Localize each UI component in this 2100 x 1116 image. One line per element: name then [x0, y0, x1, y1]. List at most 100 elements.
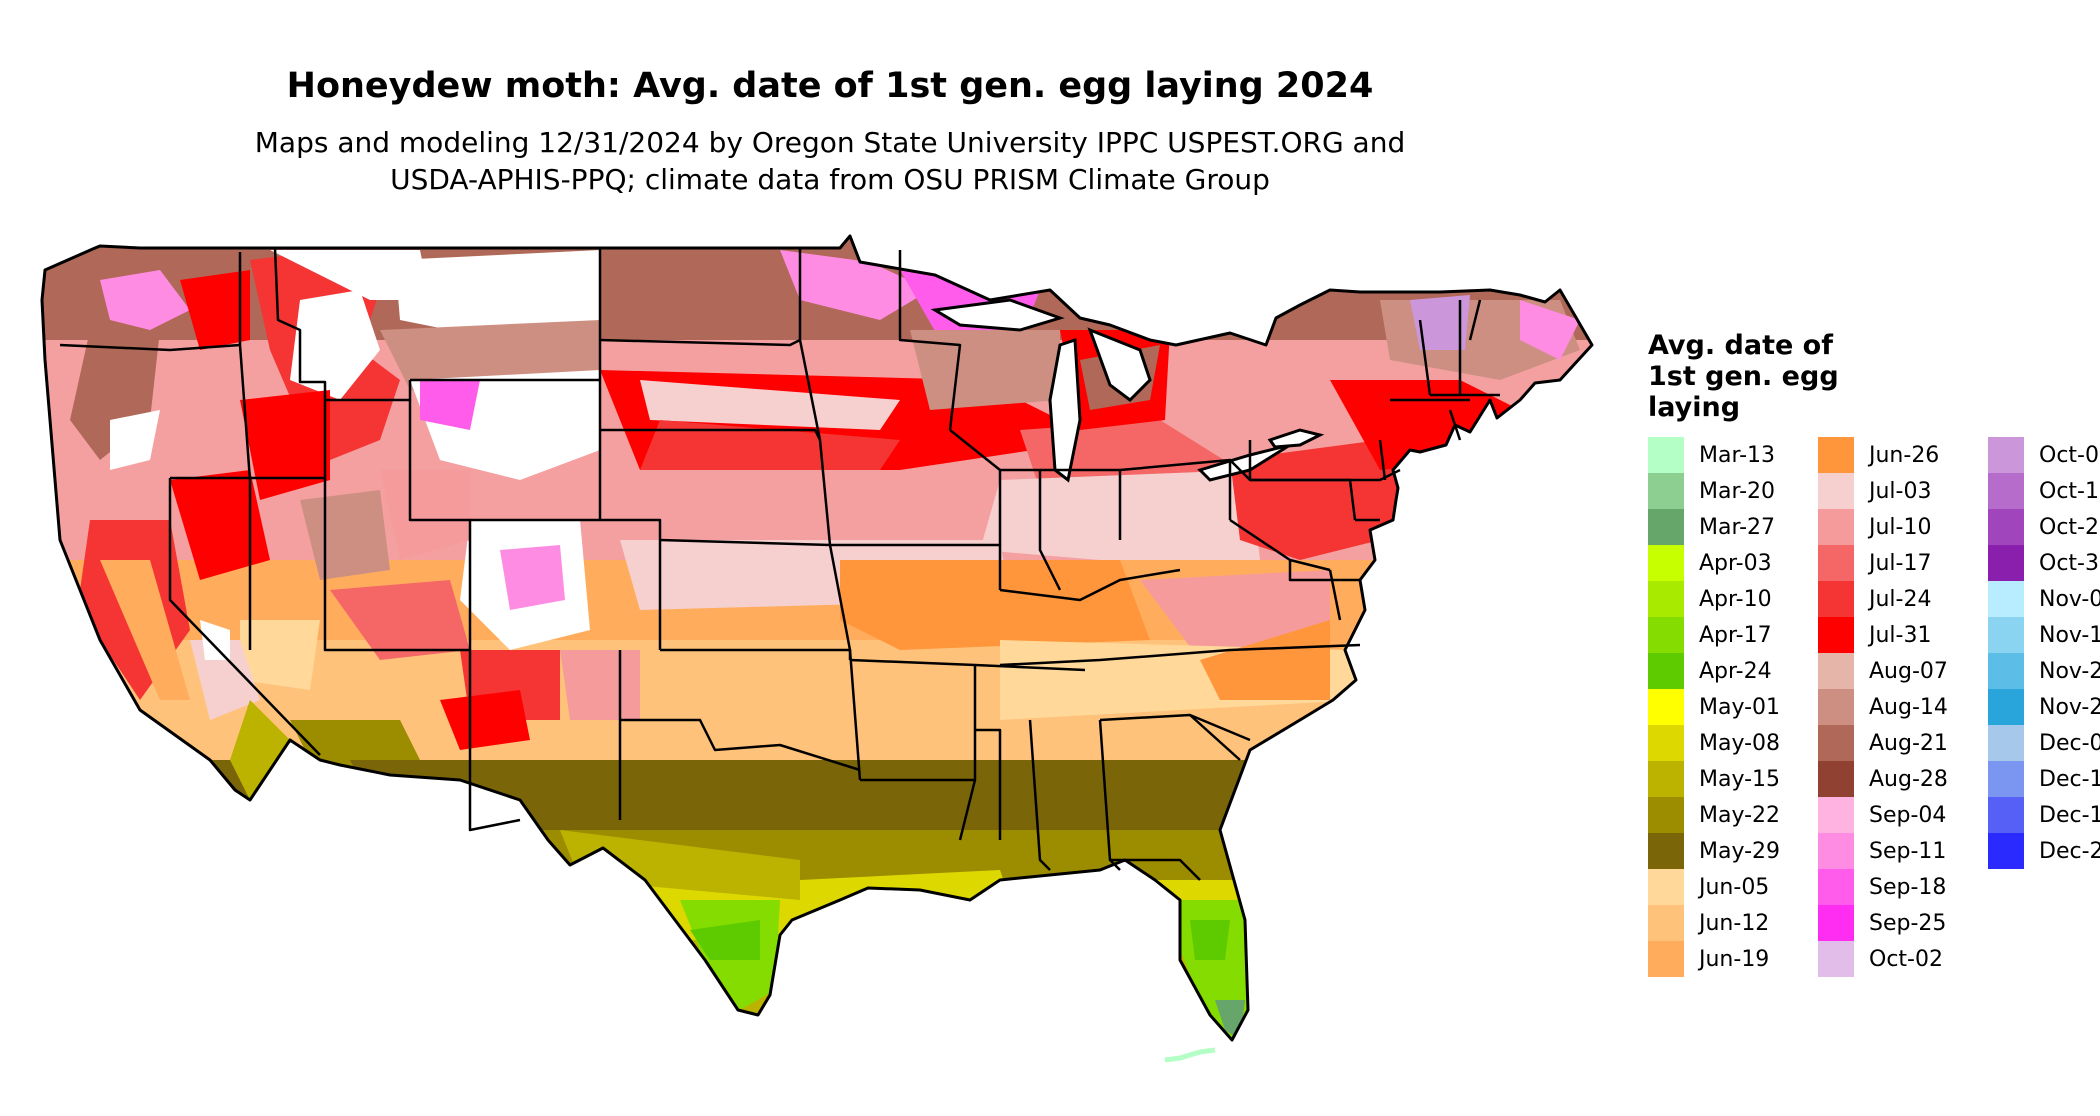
legend-label: Dec-18	[2039, 802, 2100, 828]
legend-entry: Jul-31	[1818, 617, 1988, 653]
legend-label: Mar-27	[1699, 514, 1776, 540]
legend-entry: Mar-20	[1648, 473, 1818, 509]
state-borders	[59, 247, 1500, 881]
legend-entry: Mar-13	[1648, 437, 1818, 473]
legend-entry: Nov-13	[1988, 617, 2100, 653]
legend-label: Jul-31	[1869, 622, 1932, 648]
legend-entry: Nov-20	[1988, 653, 2100, 689]
legend-label: Jun-12	[1699, 910, 1770, 936]
legend-columns: Mar-13 Mar-20 Mar-27 Apr-03 Apr-10 Apr-17 Apr-…	[1648, 437, 2100, 977]
legend-label: Mar-13	[1699, 442, 1776, 468]
legend-entry: Jun-12	[1648, 905, 1818, 941]
legend-label: Apr-10	[1699, 586, 1772, 612]
legend-swatch	[1648, 545, 1684, 581]
legend-swatch	[1818, 869, 1854, 905]
legend-label: Jun-05	[1699, 874, 1770, 900]
legend-swatch	[1988, 545, 2024, 581]
legend-label: May-08	[1699, 730, 1781, 756]
legend-swatch	[1648, 797, 1684, 833]
legend-swatch	[1988, 509, 2024, 545]
legend-label: Jun-26	[1869, 442, 1940, 468]
legend-entry: Oct-23	[1988, 509, 2100, 545]
legend-label: Nov-27	[2039, 694, 2100, 720]
legend-swatch	[1988, 833, 2024, 869]
legend-swatch	[1648, 653, 1684, 689]
legend-swatch	[1648, 581, 1684, 617]
legend-entry: Jul-17	[1818, 545, 1988, 581]
legend-swatch	[1648, 617, 1684, 653]
legend-entry: May-08	[1648, 725, 1818, 761]
legend-entry: Oct-30	[1988, 545, 2100, 581]
legend-entry: Jul-10	[1818, 509, 1988, 545]
legend-column: Jun-26 Jul-03 Jul-10 Jul-17 Jul-24 Jul-31 Aug-…	[1818, 437, 1988, 977]
legend-label: May-01	[1699, 694, 1781, 720]
legend-column: Oct-09 Oct-16 Oct-23 Oct-30 Nov-06 Nov-13 Nov-…	[1988, 437, 2100, 977]
legend-entry: Oct-09	[1988, 437, 2100, 473]
legend-swatch	[1988, 617, 2024, 653]
legend-swatch	[1648, 689, 1684, 725]
legend-entry: Jul-03	[1818, 473, 1988, 509]
legend-label: May-22	[1699, 802, 1781, 828]
legend-entry: Mar-27	[1648, 509, 1818, 545]
legend-swatch	[1818, 545, 1854, 581]
legend-entry: May-15	[1648, 761, 1818, 797]
legend-swatch	[1818, 437, 1854, 473]
legend-label: Nov-13	[2039, 622, 2100, 648]
legend-label: Oct-02	[1869, 946, 1943, 972]
legend-swatch	[1648, 905, 1684, 941]
legend-entry: Sep-25	[1818, 905, 1988, 941]
legend-swatch	[1988, 689, 2024, 725]
legend-label: Apr-17	[1699, 622, 1772, 648]
egg-laying-date-raster	[42, 236, 1592, 1040]
legend-label: Jun-19	[1699, 946, 1770, 972]
legend-entry: Jun-05	[1648, 869, 1818, 905]
legend-label: Sep-04	[1869, 802, 1947, 828]
legend-swatch	[1818, 941, 1854, 977]
legend-swatch	[1818, 797, 1854, 833]
legend-entry: Dec-12	[1988, 761, 2100, 797]
legend-entry: Dec-18	[1988, 797, 2100, 833]
legend-entry: Dec-04	[1988, 725, 2100, 761]
legend-label: Oct-30	[2039, 550, 2100, 576]
legend-label: May-29	[1699, 838, 1781, 864]
legend-label: Oct-16	[2039, 478, 2100, 504]
legend-entry: May-22	[1648, 797, 1818, 833]
legend-swatch	[1648, 473, 1684, 509]
legend-entry: May-01	[1648, 689, 1818, 725]
legend-swatch	[1648, 869, 1684, 905]
legend-entry: Sep-04	[1818, 797, 1988, 833]
legend-entry: Aug-28	[1818, 761, 1988, 797]
legend-label: Oct-23	[2039, 514, 2100, 540]
legend-swatch	[1818, 473, 1854, 509]
legend-swatch	[1818, 761, 1854, 797]
legend-label: Dec-12	[2039, 766, 2100, 792]
legend-swatch	[1818, 509, 1854, 545]
legend-entry: Jun-19	[1648, 941, 1818, 977]
legend-entry: Apr-03	[1648, 545, 1818, 581]
legend-swatch	[1988, 437, 2024, 473]
legend-column: Mar-13 Mar-20 Mar-27 Apr-03 Apr-10 Apr-17 Apr-…	[1648, 437, 1818, 977]
legend-label: Mar-20	[1699, 478, 1776, 504]
legend-label: May-15	[1699, 766, 1781, 792]
legend-entry: Apr-10	[1648, 581, 1818, 617]
legend-swatch	[1818, 725, 1854, 761]
legend-label: Nov-06	[2039, 586, 2100, 612]
legend-swatch	[1818, 581, 1854, 617]
legend-swatch	[1648, 509, 1684, 545]
legend-entry: Aug-21	[1818, 725, 1988, 761]
legend-swatch	[1648, 941, 1684, 977]
legend-swatch	[1648, 725, 1684, 761]
legend-label: Dec-04	[2039, 730, 2100, 756]
legend-label: Aug-14	[1869, 694, 1948, 720]
legend-label: Sep-11	[1869, 838, 1947, 864]
great-lakes	[930, 298, 1325, 483]
legend-entry: Jun-26	[1818, 437, 1988, 473]
legend-swatch	[1648, 437, 1684, 473]
legend: Avg. date of 1st gen. egg laying Mar-13 M…	[1648, 330, 2100, 977]
legend-label: Oct-09	[2039, 442, 2100, 468]
subtitle-line-1: Maps and modeling 12/31/2024 by Oregon S…	[254, 126, 1406, 159]
legend-label: Aug-07	[1869, 658, 1948, 684]
us-outline	[40, 234, 1594, 1042]
map-title: Honeydew moth: Avg. date of 1st gen. egg…	[286, 66, 1374, 106]
legend-swatch	[1988, 761, 2024, 797]
